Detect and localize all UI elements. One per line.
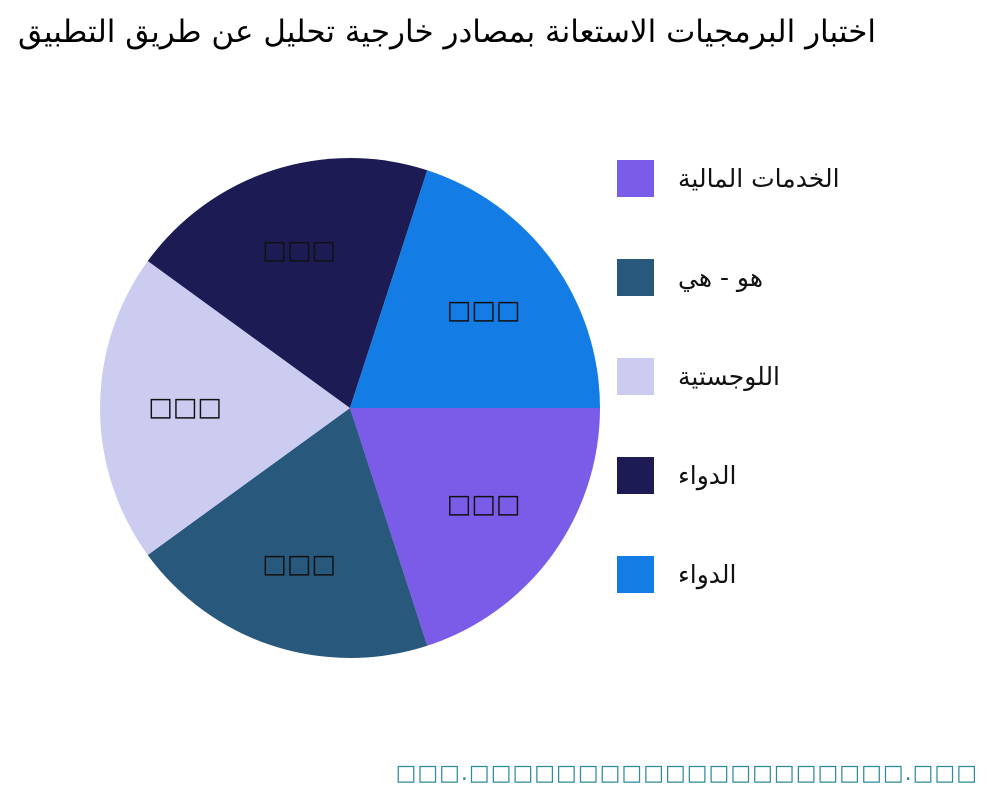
legend-swatch (617, 259, 654, 296)
pie-slice (350, 408, 600, 646)
slice-value-label: □□□ (447, 296, 521, 326)
slice-value-label: □□□ (447, 490, 521, 520)
legend-swatch (617, 556, 654, 593)
chart-title: اختبار البرمجيات الاستعانة بمصادر خارجية… (18, 14, 876, 50)
pie-slice (350, 170, 600, 408)
legend-swatch (617, 160, 654, 197)
watermark: □□□.□□□□□□□□□□□□□□□□□□□□.□□□ (395, 761, 978, 786)
slice-value-label: □□□ (148, 393, 222, 423)
legend-swatch (617, 457, 654, 494)
pie-slice (147, 158, 428, 408)
legend-label: هو - هي (678, 263, 764, 292)
legend-label: اللوجستية (678, 362, 781, 391)
legend-item: الدواء (617, 556, 840, 593)
legend-item: اللوجستية (617, 358, 840, 395)
legend-swatch (617, 358, 654, 395)
legend: الخدمات المالية هو - هي اللوجستية الدواء… (617, 160, 840, 593)
pie-slice (147, 408, 428, 658)
legend-label: الدواء (678, 560, 737, 589)
pie-chart-container: □□□ □□□ □□□ □□□ □□□ (90, 148, 610, 668)
legend-item: الدواء (617, 457, 840, 494)
legend-item: الخدمات المالية (617, 160, 840, 197)
legend-label: الدواء (678, 461, 737, 490)
slice-value-label: □□□ (262, 236, 336, 266)
pie-chart: □□□ □□□ □□□ □□□ □□□ (100, 158, 600, 658)
legend-label: الخدمات المالية (678, 164, 840, 193)
legend-item: هو - هي (617, 259, 840, 296)
slice-value-label: □□□ (262, 549, 336, 579)
pie-slice (100, 261, 350, 555)
